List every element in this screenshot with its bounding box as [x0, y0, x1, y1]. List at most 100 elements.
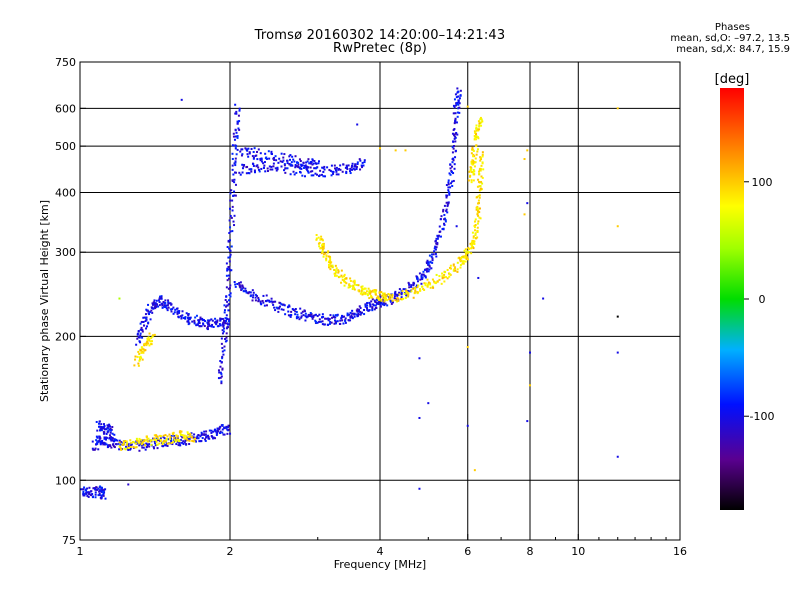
echo-point — [309, 166, 312, 169]
echo-point — [454, 156, 457, 159]
echo-point — [459, 266, 462, 269]
echo-point — [252, 150, 255, 153]
echo-point — [182, 317, 185, 320]
echo-point — [187, 438, 190, 441]
echo-point — [260, 167, 263, 170]
echo-point — [122, 442, 125, 445]
echo-point — [245, 291, 248, 294]
echo-point — [365, 302, 368, 305]
echo-point — [417, 291, 420, 294]
echo-point — [470, 181, 473, 184]
echo-point — [191, 320, 194, 323]
colorbar-gradient — [720, 88, 744, 510]
echo-point — [256, 150, 259, 153]
echo-point — [94, 493, 97, 496]
echo-point — [165, 439, 168, 442]
echo-point — [529, 384, 531, 387]
echo-point — [444, 276, 447, 279]
echo-point — [383, 302, 386, 305]
echo-point — [248, 291, 251, 294]
echo-point — [152, 437, 155, 440]
echo-point — [457, 90, 460, 93]
echo-point — [432, 253, 435, 256]
echo-point — [230, 245, 233, 248]
echo-point — [361, 293, 364, 296]
echo-point — [473, 242, 476, 245]
echo-point — [172, 440, 175, 443]
y-tick-label: 100 — [55, 474, 76, 487]
echo-point — [374, 301, 377, 304]
echo-point — [202, 319, 205, 322]
echo-point — [341, 170, 344, 173]
echo-point — [321, 320, 324, 323]
echo-point — [297, 161, 300, 164]
echo-point — [432, 286, 435, 289]
echo-point — [284, 313, 287, 316]
echo-point — [407, 281, 410, 284]
echo-point — [429, 283, 432, 286]
echo-point — [452, 157, 455, 160]
echo-point — [204, 320, 207, 323]
echo-point — [244, 147, 247, 150]
echo-point — [414, 288, 417, 291]
echo-point — [231, 205, 234, 208]
echo-point — [245, 166, 248, 169]
echo-point — [361, 285, 364, 288]
echo-point — [347, 286, 350, 289]
echo-point — [449, 264, 452, 267]
echo-point — [420, 282, 423, 285]
echo-point — [238, 284, 241, 287]
echo-point — [417, 284, 420, 287]
echo-point — [453, 98, 456, 101]
echo-point — [185, 443, 188, 446]
echo-point — [195, 314, 198, 317]
echo-point — [351, 309, 354, 312]
echo-point — [335, 166, 338, 169]
echo-point — [454, 140, 457, 143]
echo-point — [303, 166, 306, 169]
echo-point — [470, 162, 473, 165]
echo-point — [159, 435, 162, 438]
echo-point — [152, 334, 155, 337]
echo-point — [156, 439, 159, 442]
echo-point — [416, 278, 419, 281]
echo-point — [111, 432, 114, 435]
echo-point — [107, 444, 110, 447]
echo-point — [318, 175, 321, 178]
echo-point — [233, 138, 236, 141]
echo-point — [298, 318, 301, 321]
echo-point — [475, 144, 478, 147]
echo-point — [311, 163, 314, 166]
echo-point — [301, 164, 304, 167]
echo-point — [436, 280, 439, 283]
echo-point — [251, 296, 254, 299]
echo-point — [262, 294, 265, 297]
echo-point — [368, 301, 371, 304]
echo-point — [170, 303, 173, 306]
echo-point — [380, 301, 383, 304]
echo-point — [306, 315, 309, 318]
echo-point — [296, 161, 299, 164]
echo-point — [453, 167, 456, 170]
echo-point — [151, 303, 154, 306]
echo-point — [351, 312, 354, 315]
echo-point — [477, 128, 480, 131]
echo-point — [243, 164, 246, 167]
echo-point — [299, 171, 302, 174]
echo-point — [325, 259, 328, 262]
echo-point — [82, 488, 85, 491]
echo-point — [315, 233, 318, 236]
echo-point — [237, 120, 240, 123]
echo-point — [238, 109, 241, 112]
echo-point — [95, 486, 98, 489]
echo-point — [165, 444, 168, 447]
x-tick-label: 16 — [673, 545, 687, 558]
echo-point — [224, 338, 227, 341]
echo-point — [110, 446, 113, 449]
echo-point — [344, 321, 347, 324]
echo-point — [433, 280, 436, 283]
echo-point — [88, 492, 91, 495]
echo-point — [374, 293, 377, 296]
echo-point — [435, 237, 438, 240]
echo-point — [280, 152, 283, 155]
